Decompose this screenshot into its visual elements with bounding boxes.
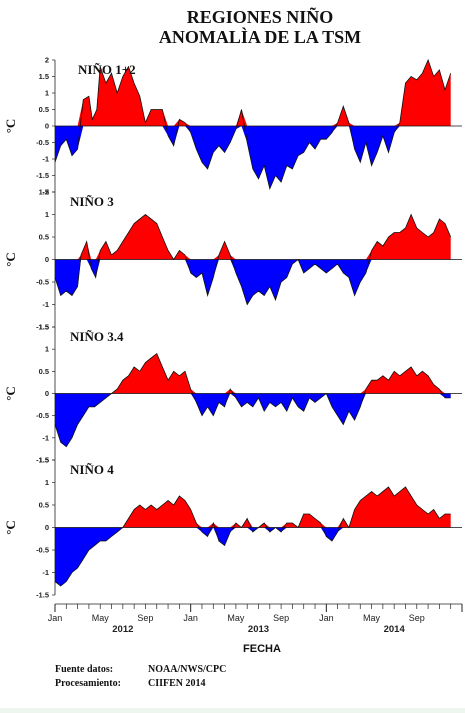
panel-3-series-line xyxy=(54,352,451,448)
panel-2-ytick-label: -0.5 xyxy=(36,278,49,287)
panel-1-ytick-label: -1 xyxy=(42,155,49,164)
panel-4: 1.5 1 0.5 0 -0.5 -1 -1.5 °C NIÑO 4 xyxy=(3,456,462,600)
panel-3-ytick-label: -0.5 xyxy=(36,411,49,420)
x-tick-label: May xyxy=(363,613,381,623)
panel-4-ytick-label: -1 xyxy=(42,568,49,577)
panel-3-ytick-label: 1.5 xyxy=(39,323,49,332)
panel-2-ytick-label: -1 xyxy=(42,300,49,309)
x-tick-label: Jan xyxy=(183,613,198,623)
panel-4-ytick-label: 0.5 xyxy=(39,501,49,510)
panel-2-ytick-label: 0 xyxy=(45,255,49,264)
panel-3-negative-area xyxy=(55,393,451,447)
panel-2-ytick-label: -1.5 xyxy=(36,323,49,332)
panel-3-ytick-label: 0 xyxy=(45,389,49,398)
x-tick-label: May xyxy=(227,613,245,623)
panel-4-ytick-label: -1.5 xyxy=(36,591,49,600)
panel-2: 1.5 1 0.5 0 -0.5 -1 -1.5 °C NIÑO 3 xyxy=(3,188,462,332)
panel-1-negative-area xyxy=(55,126,451,189)
panel-1-ytick-label: 2 xyxy=(45,56,49,65)
ni-o-3-label: NIÑO 3 xyxy=(70,194,114,209)
panel-1-ytick-label: 1 xyxy=(45,89,49,98)
panel-4-ytick-label: 1.5 xyxy=(39,456,49,465)
panel-1: 2 1.5 1 0.5 0 -0.5 -1 -1.5 -2 °C NIÑO 1+2 xyxy=(3,56,462,197)
chart-title-line-1: REGIONES NIÑO xyxy=(187,6,334,27)
footer-processing-key: Procesamiento: xyxy=(55,678,121,689)
panel-3-positive-area xyxy=(55,353,451,394)
panel-2-ytick-label: 1 xyxy=(45,210,49,219)
panel-3-y-axis-label: °C xyxy=(3,386,18,401)
panel-4-y-axis-label: °C xyxy=(3,520,18,535)
panel-2-ytick-label: 0.5 xyxy=(39,233,49,242)
panel-2-y-axis-label: °C xyxy=(3,252,18,267)
ni-o-4-label: NIÑO 4 xyxy=(70,462,114,477)
panels-group: 2 1.5 1 0.5 0 -0.5 -1 -1.5 -2 °C NIÑO 1+2 1.5 1 0.5 0 -… xyxy=(3,56,462,600)
panel-2-ytick-label: 1.5 xyxy=(39,188,49,197)
footer-source-value: NOAA/NWS/CPC xyxy=(148,664,226,675)
x-tick-label: Sep xyxy=(273,613,289,623)
panel-4-ytick-label: -0.5 xyxy=(36,546,49,555)
panel-1-ytick-label: -2 xyxy=(42,188,49,197)
footer-processing-value: CIIFEN 2014 xyxy=(148,678,206,689)
panel-4-ytick-label: 0 xyxy=(45,523,49,532)
panel-1-ytick-label: 0.5 xyxy=(39,105,49,114)
footer: Fuente datos: NOAA/NWS/CPC Procesamiento… xyxy=(55,664,226,689)
panel-4-negative-area xyxy=(55,527,451,586)
x-year-label: 2014 xyxy=(384,624,406,635)
panel-1-ytick-label: -0.5 xyxy=(36,138,49,147)
ni-o-1-2-label: NIÑO 1+2 xyxy=(78,62,136,77)
x-year-label: 2012 xyxy=(112,624,133,635)
panel-1-ytick-label: 1.5 xyxy=(39,72,49,81)
panel-3: 1.5 1 0.5 0 -0.5 -1 -1.5 °C NIÑO 3.4 xyxy=(3,323,462,465)
x-tick-label: Jan xyxy=(319,613,334,623)
x-year-label: 2013 xyxy=(248,624,269,635)
panel-3-ytick-label: -1 xyxy=(42,433,49,442)
panel-4-series-line xyxy=(54,486,451,587)
x-tick-label: Sep xyxy=(137,613,153,623)
panel-3-ytick-label: 0.5 xyxy=(39,367,49,376)
panel-3-ytick-label: 1 xyxy=(45,345,49,354)
panel-4-ytick-label: 1 xyxy=(45,478,49,487)
panel-1-series-line xyxy=(54,58,452,190)
panel-2-positive-area xyxy=(55,214,451,260)
panel-2-series-line xyxy=(54,213,452,306)
x-tick-label: Jan xyxy=(48,613,63,623)
panel-1-y-axis-label: °C xyxy=(3,119,18,134)
panel-1-ytick-label: 0 xyxy=(45,122,49,131)
panel-4-positive-area xyxy=(55,487,451,528)
panel-1-ytick-label: -1.5 xyxy=(36,171,49,180)
x-axis: Jan May Sep Jan May Sep Jan May Sep 2012 2013 2014 xyxy=(48,603,463,635)
panel-3-ytick-label: -1.5 xyxy=(36,456,49,465)
x-axis-label: FECHA xyxy=(243,643,281,655)
footer-source-key: Fuente datos: xyxy=(55,664,113,675)
ni-o-3-4-label: NIÑO 3.4 xyxy=(70,329,124,344)
chart-title-line-2: ANOMALÌA DE LA TSM xyxy=(159,26,361,47)
x-tick-label: May xyxy=(92,613,110,623)
x-tick-label: Sep xyxy=(409,613,425,623)
panel-2-negative-area xyxy=(55,259,451,305)
